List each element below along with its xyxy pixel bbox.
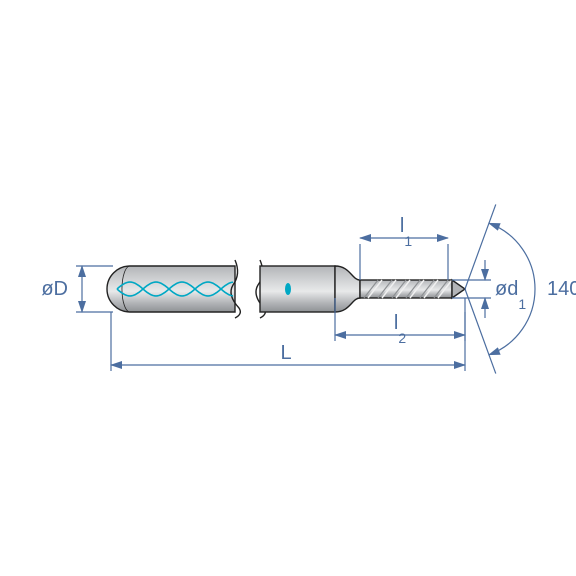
drill-body — [107, 260, 465, 318]
label-D: øD — [41, 278, 68, 300]
coolant-port — [285, 283, 291, 295]
label-l2: l2 — [394, 312, 406, 346]
label-l1: l1 — [400, 215, 412, 249]
label-L: L — [280, 342, 291, 364]
label-d1: ød1 — [495, 278, 526, 312]
label-angle: 140° — [547, 278, 576, 300]
